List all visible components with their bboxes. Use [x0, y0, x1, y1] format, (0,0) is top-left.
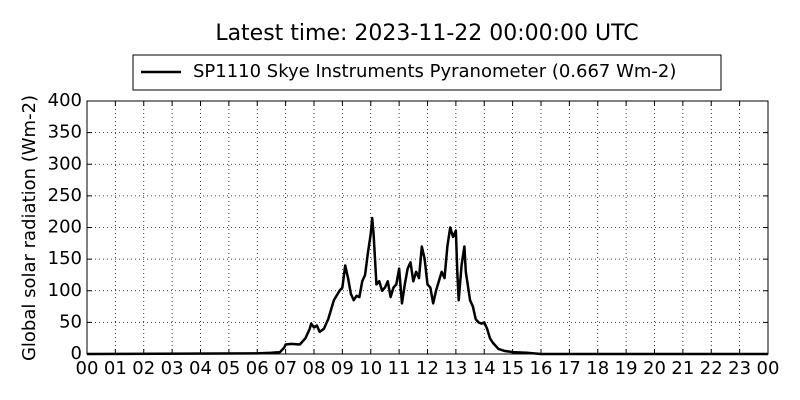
x-tick-label: 07: [274, 358, 297, 379]
x-tick-label: 23: [728, 358, 751, 379]
x-tick-label: 02: [132, 358, 155, 379]
x-tick-label: 14: [473, 358, 496, 379]
plot-frame: [86, 100, 769, 355]
y-tick-label: 400: [48, 90, 82, 111]
y-axis-label: Global solar radiation (Wm-2): [19, 95, 40, 361]
x-tick-label: 13: [444, 358, 467, 379]
x-tick-label: 19: [615, 358, 638, 379]
x-tick-label: 22: [700, 358, 723, 379]
y-tick-label: 50: [59, 311, 82, 332]
x-tick-label: 09: [331, 358, 354, 379]
x-tick-label: 00: [757, 358, 780, 379]
legend-box: [132, 54, 722, 91]
x-tick-label: 21: [671, 358, 694, 379]
x-tick-label: 11: [388, 358, 411, 379]
x-tick-label: 03: [161, 358, 184, 379]
x-tick-label: 18: [586, 358, 609, 379]
x-tick-label: 06: [246, 358, 269, 379]
x-tick-label: 08: [303, 358, 326, 379]
x-tick-label: 10: [359, 358, 382, 379]
y-tick-label: 300: [48, 153, 82, 174]
x-tick-label: 01: [104, 358, 127, 379]
y-tick-label: 0: [71, 343, 82, 364]
x-tick-label: 04: [189, 358, 212, 379]
x-tick-label: 00: [76, 358, 99, 379]
x-tick-label: 17: [558, 358, 581, 379]
x-tick-label: 16: [530, 358, 553, 379]
chart-title: Latest time: 2023-11-22 00:00:00 UTC: [215, 21, 638, 46]
legend-label: SP1110 Skye Instruments Pyranometer (0.6…: [193, 61, 676, 82]
x-tick-label: 05: [217, 358, 240, 379]
x-tick-label: 20: [643, 358, 666, 379]
x-tick-label: 12: [416, 358, 439, 379]
y-tick-label: 100: [48, 280, 82, 301]
y-tick-label: 200: [48, 217, 82, 238]
y-tick-label: 150: [48, 248, 82, 269]
data-line: [86, 216, 768, 356]
x-tick-label: 15: [501, 358, 524, 379]
y-tick-label: 350: [48, 122, 82, 143]
y-tick-label: 250: [48, 185, 82, 206]
